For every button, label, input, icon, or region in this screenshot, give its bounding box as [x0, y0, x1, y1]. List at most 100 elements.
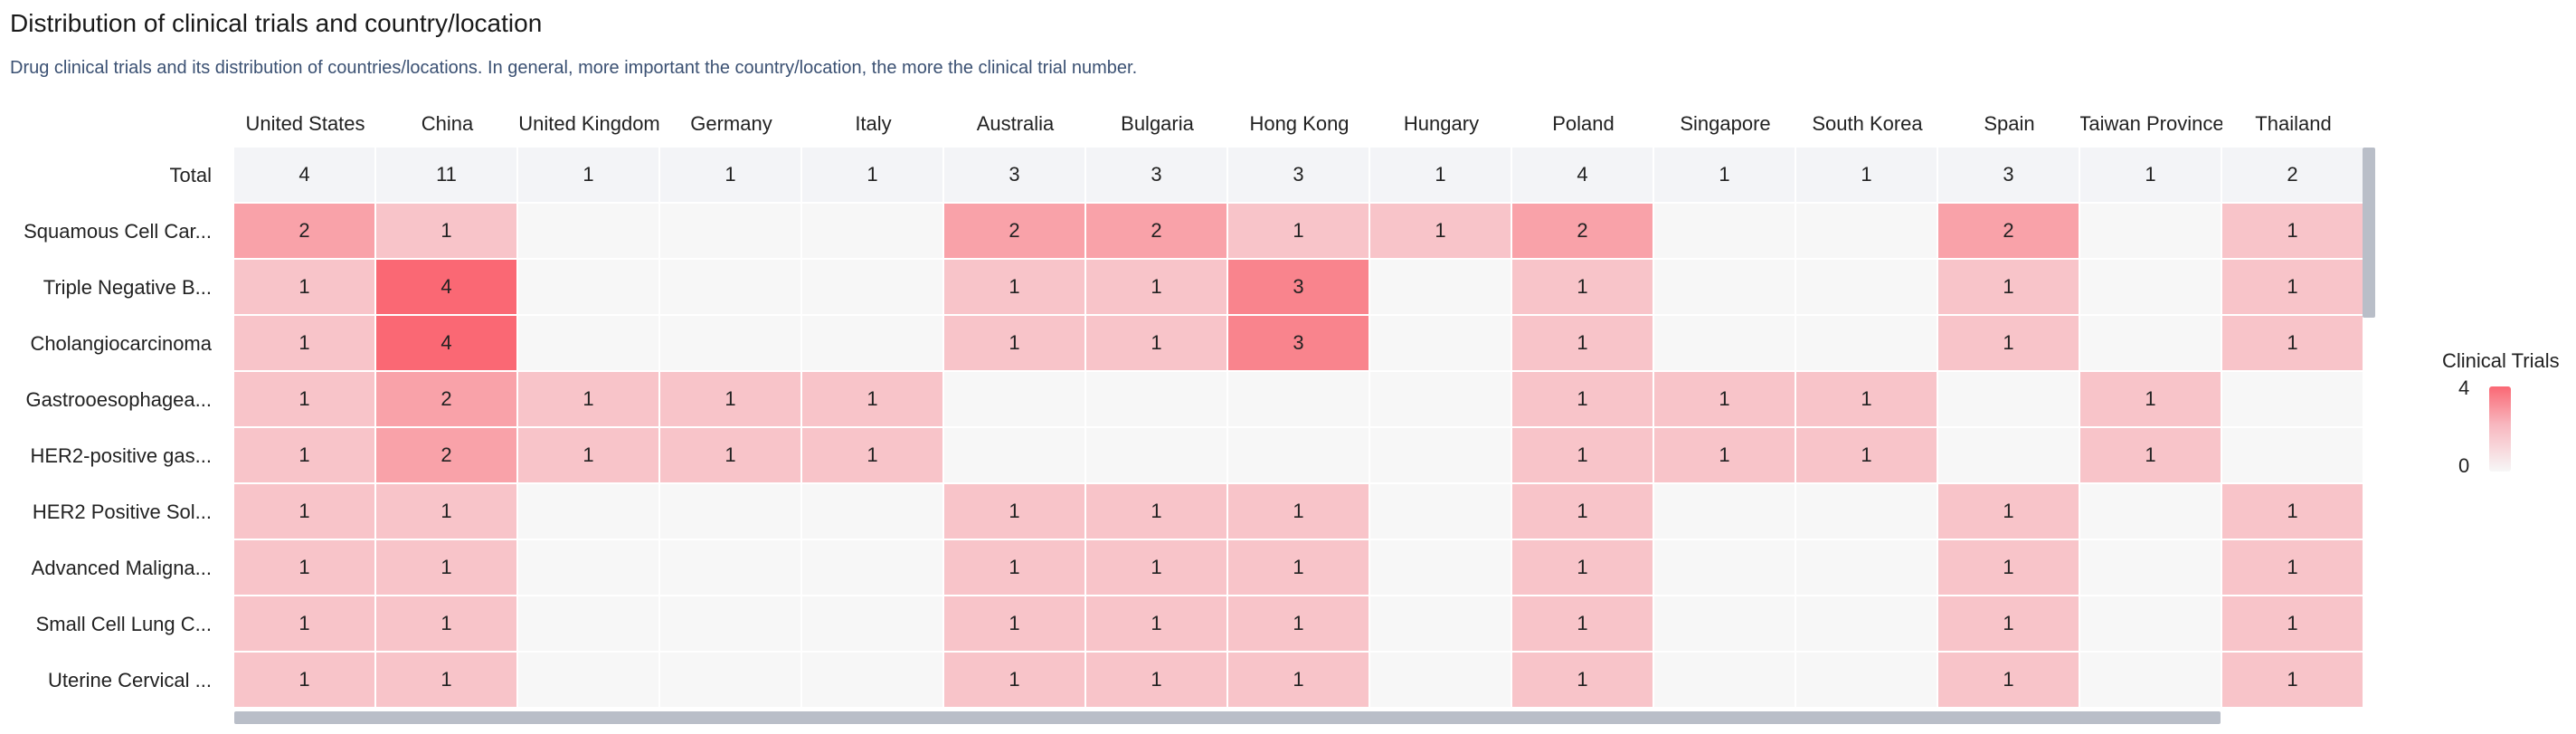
heatmap-cell[interactable]: 1: [1938, 484, 2080, 540]
total-cell[interactable]: 3: [1086, 148, 1228, 204]
heatmap-cell[interactable]: 1: [1654, 428, 1796, 484]
heatmap-cell[interactable]: 1: [1086, 653, 1228, 709]
heatmap-cell[interactable]: 1: [1512, 316, 1654, 372]
heatmap-cell[interactable]: 1: [1086, 484, 1228, 540]
heatmap-cell[interactable]: [2080, 596, 2222, 653]
heatmap-cell[interactable]: [660, 260, 802, 316]
heatmap-cell[interactable]: 1: [1086, 316, 1228, 372]
total-cell[interactable]: 3: [944, 148, 1086, 204]
heatmap-cell[interactable]: 1: [2222, 653, 2364, 709]
heatmap-cell[interactable]: 1: [234, 540, 376, 596]
heatmap-cell[interactable]: 1: [234, 372, 376, 428]
heatmap-cell[interactable]: 1: [1228, 540, 1370, 596]
heatmap-cell[interactable]: 1: [802, 372, 944, 428]
total-cell[interactable]: 11: [376, 148, 518, 204]
total-cell[interactable]: 1: [1796, 148, 1938, 204]
heatmap-cell[interactable]: 1: [802, 428, 944, 484]
heatmap-cell[interactable]: [2080, 653, 2222, 709]
heatmap-cell[interactable]: 1: [1228, 596, 1370, 653]
heatmap-cell[interactable]: 1: [1654, 372, 1796, 428]
heatmap-cell[interactable]: [1796, 260, 1938, 316]
heatmap-cell[interactable]: [1370, 428, 1512, 484]
heatmap-cell[interactable]: 1: [1938, 260, 2080, 316]
heatmap-cell[interactable]: 1: [376, 204, 518, 260]
heatmap-cell[interactable]: [1654, 596, 1796, 653]
heatmap-cell[interactable]: 1: [1796, 428, 1938, 484]
heatmap-cell[interactable]: [2080, 260, 2222, 316]
heatmap-cell[interactable]: [518, 484, 660, 540]
heatmap-cell[interactable]: 1: [944, 260, 1086, 316]
heatmap-cell[interactable]: [660, 484, 802, 540]
total-cell[interactable]: 1: [518, 148, 660, 204]
heatmap-cell[interactable]: [1228, 428, 1370, 484]
heatmap-cell[interactable]: 1: [234, 428, 376, 484]
heatmap-cell[interactable]: 1: [1512, 260, 1654, 316]
heatmap-cell[interactable]: [802, 260, 944, 316]
heatmap-cell[interactable]: 1: [1512, 540, 1654, 596]
heatmap-cell[interactable]: [518, 596, 660, 653]
heatmap-cell[interactable]: [802, 653, 944, 709]
heatmap-cell[interactable]: 1: [234, 596, 376, 653]
heatmap-cell[interactable]: [518, 540, 660, 596]
heatmap-cell[interactable]: 1: [1086, 260, 1228, 316]
heatmap-cell[interactable]: [802, 204, 944, 260]
heatmap-cell[interactable]: [1796, 653, 1938, 709]
heatmap-cell[interactable]: [1370, 596, 1512, 653]
heatmap-cell[interactable]: 1: [1370, 204, 1512, 260]
heatmap-cell[interactable]: 1: [2222, 204, 2364, 260]
heatmap-cell[interactable]: [1796, 596, 1938, 653]
heatmap-cell[interactable]: 2: [376, 372, 518, 428]
heatmap-cell[interactable]: [1654, 316, 1796, 372]
heatmap-cell[interactable]: 1: [660, 372, 802, 428]
heatmap-cell[interactable]: [944, 372, 1086, 428]
total-cell[interactable]: 1: [802, 148, 944, 204]
heatmap-cell[interactable]: 1: [234, 484, 376, 540]
heatmap-cell[interactable]: 1: [1086, 596, 1228, 653]
heatmap-cell[interactable]: [802, 484, 944, 540]
heatmap-cell[interactable]: [1796, 204, 1938, 260]
heatmap-cell[interactable]: 1: [1938, 596, 2080, 653]
heatmap-cell[interactable]: [1370, 484, 1512, 540]
heatmap-cell[interactable]: 1: [944, 316, 1086, 372]
heatmap-cell[interactable]: 1: [376, 540, 518, 596]
heatmap-cell[interactable]: [2080, 540, 2222, 596]
heatmap-cell[interactable]: [1228, 372, 1370, 428]
heatmap-cell[interactable]: 1: [1228, 204, 1370, 260]
heatmap-cell[interactable]: [802, 540, 944, 596]
heatmap-cell[interactable]: 2: [944, 204, 1086, 260]
heatmap-cell[interactable]: [1086, 428, 1228, 484]
heatmap-cell[interactable]: 1: [234, 653, 376, 709]
heatmap-cell[interactable]: 1: [518, 428, 660, 484]
heatmap-cell[interactable]: [1654, 260, 1796, 316]
heatmap-cell[interactable]: [944, 428, 1086, 484]
heatmap-cell[interactable]: [1796, 540, 1938, 596]
heatmap-cell[interactable]: [1370, 260, 1512, 316]
horizontal-scrollbar-thumb[interactable]: [234, 711, 2221, 724]
heatmap-cell[interactable]: 1: [376, 484, 518, 540]
vertical-scrollbar-thumb[interactable]: [2363, 148, 2375, 318]
heatmap-cell[interactable]: [660, 540, 802, 596]
total-cell[interactable]: 3: [1228, 148, 1370, 204]
heatmap-cell[interactable]: 2: [376, 428, 518, 484]
heatmap-cell[interactable]: 1: [234, 316, 376, 372]
heatmap-cell[interactable]: 3: [1228, 260, 1370, 316]
heatmap-cell[interactable]: [1370, 372, 1512, 428]
heatmap-cell[interactable]: 1: [944, 484, 1086, 540]
heatmap-cell[interactable]: 4: [376, 316, 518, 372]
heatmap-cell[interactable]: 1: [1228, 484, 1370, 540]
heatmap-cell[interactable]: [2080, 316, 2222, 372]
total-cell[interactable]: 1: [660, 148, 802, 204]
heatmap-cell[interactable]: 1: [1938, 653, 2080, 709]
total-cell[interactable]: 4: [1512, 148, 1654, 204]
heatmap-cell[interactable]: 2: [1938, 204, 2080, 260]
heatmap-cell[interactable]: 1: [1512, 596, 1654, 653]
heatmap-cell[interactable]: 1: [2222, 260, 2364, 316]
heatmap-cell[interactable]: 1: [376, 653, 518, 709]
heatmap-cell[interactable]: 1: [1512, 484, 1654, 540]
heatmap-cell[interactable]: 1: [1228, 653, 1370, 709]
heatmap-cell[interactable]: [518, 204, 660, 260]
heatmap-cell[interactable]: 1: [660, 428, 802, 484]
heatmap-cell[interactable]: 1: [234, 260, 376, 316]
heatmap-cell[interactable]: [802, 316, 944, 372]
total-cell[interactable]: 1: [1370, 148, 1512, 204]
